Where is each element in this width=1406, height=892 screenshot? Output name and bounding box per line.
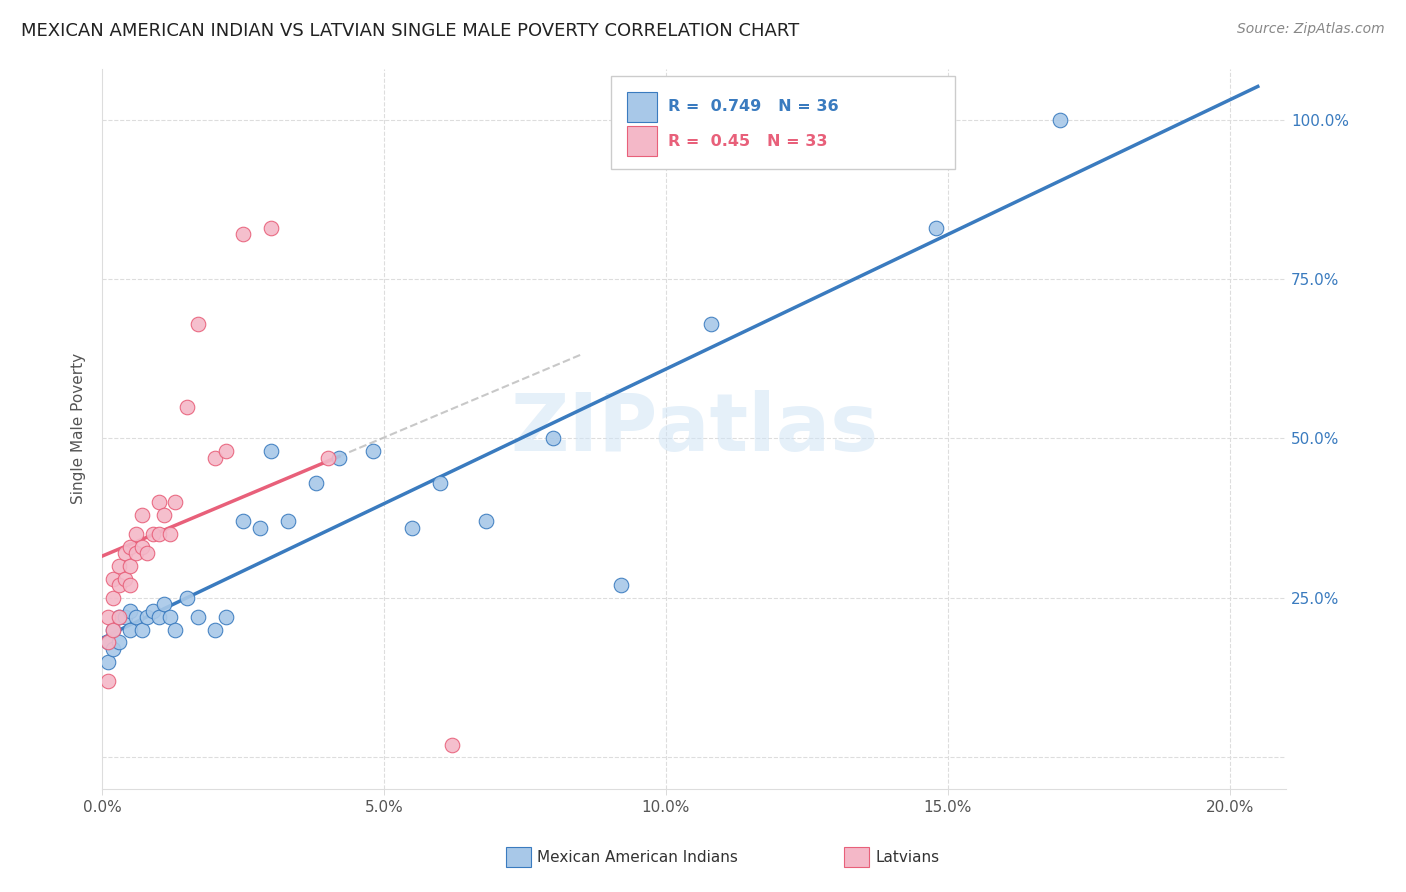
Point — [440, 738, 463, 752]
Point — [204, 623, 226, 637]
FancyBboxPatch shape — [627, 126, 658, 156]
Text: R =  0.45   N = 33: R = 0.45 N = 33 — [668, 134, 828, 149]
Point — [108, 610, 131, 624]
Point — [316, 450, 339, 465]
Point — [108, 635, 131, 649]
Point — [108, 610, 131, 624]
Point — [215, 610, 238, 624]
Point — [176, 591, 198, 605]
Point — [249, 521, 271, 535]
Point — [232, 514, 254, 528]
Point — [142, 604, 165, 618]
Point — [125, 546, 148, 560]
Point — [97, 610, 120, 624]
Point — [187, 317, 209, 331]
Text: R =  0.749   N = 36: R = 0.749 N = 36 — [668, 99, 838, 114]
Y-axis label: Single Male Poverty: Single Male Poverty — [72, 353, 86, 504]
Point — [125, 610, 148, 624]
Point — [103, 591, 125, 605]
Point — [474, 514, 496, 528]
FancyBboxPatch shape — [627, 92, 658, 122]
Point — [97, 635, 120, 649]
Point — [610, 578, 633, 592]
Point — [131, 623, 153, 637]
Point — [108, 578, 131, 592]
Text: ZIPatlas: ZIPatlas — [510, 390, 879, 467]
Point — [153, 508, 176, 522]
Point — [114, 546, 136, 560]
Point — [1049, 112, 1071, 127]
Text: Mexican American Indians: Mexican American Indians — [537, 850, 738, 864]
Point — [165, 623, 187, 637]
Point — [120, 604, 142, 618]
Point — [159, 527, 181, 541]
Point — [153, 597, 176, 611]
Point — [232, 227, 254, 242]
Point — [277, 514, 299, 528]
FancyBboxPatch shape — [612, 76, 955, 169]
Point — [120, 558, 142, 573]
Text: MEXICAN AMERICAN INDIAN VS LATVIAN SINGLE MALE POVERTY CORRELATION CHART: MEXICAN AMERICAN INDIAN VS LATVIAN SINGL… — [21, 22, 800, 40]
Point — [159, 610, 181, 624]
Point — [148, 610, 170, 624]
Point — [429, 476, 451, 491]
Point — [260, 444, 283, 458]
Point — [328, 450, 350, 465]
Point — [541, 431, 564, 445]
Text: Latvians: Latvians — [876, 850, 941, 864]
Point — [142, 527, 165, 541]
Point — [215, 444, 238, 458]
Point — [114, 572, 136, 586]
Point — [187, 610, 209, 624]
Point — [97, 635, 120, 649]
Point — [131, 540, 153, 554]
Point — [136, 546, 159, 560]
Point — [165, 495, 187, 509]
Point — [131, 508, 153, 522]
Point — [120, 623, 142, 637]
Point — [148, 527, 170, 541]
Point — [361, 444, 384, 458]
Point — [97, 655, 120, 669]
Point — [260, 221, 283, 235]
Point — [103, 623, 125, 637]
Point — [401, 521, 423, 535]
Point — [125, 527, 148, 541]
Point — [305, 476, 328, 491]
Point — [120, 578, 142, 592]
Point — [120, 540, 142, 554]
Point — [108, 558, 131, 573]
Point — [114, 610, 136, 624]
Point — [103, 572, 125, 586]
Point — [136, 610, 159, 624]
Point — [97, 673, 120, 688]
Point — [204, 450, 226, 465]
Point — [176, 400, 198, 414]
Point — [700, 317, 723, 331]
Point — [925, 221, 948, 235]
Point — [148, 495, 170, 509]
Point — [103, 641, 125, 656]
Text: Source: ZipAtlas.com: Source: ZipAtlas.com — [1237, 22, 1385, 37]
Point — [103, 623, 125, 637]
